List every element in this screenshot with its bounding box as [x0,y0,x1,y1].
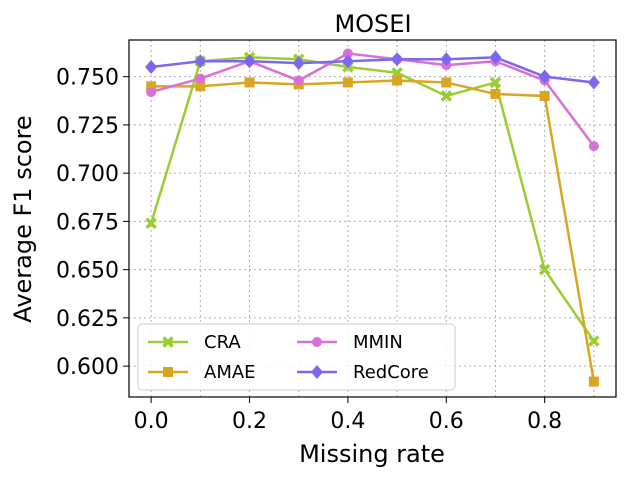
legend-label: AMAE [204,362,256,383]
data-point-mmin [293,75,304,86]
data-point-redcore [587,75,600,90]
x-tick-label: 0.6 [429,409,464,434]
series-redcore [145,50,600,90]
data-point-amae [146,81,157,92]
data-point-redcore [292,56,305,71]
data-point-amae [441,77,452,88]
y-tick-label: 0.675 [56,210,119,235]
data-point-amae [392,75,403,86]
data-point-cra [440,90,453,102]
data-point-redcore [243,54,256,69]
y-tick-label: 0.750 [56,66,119,91]
legend-box [137,323,456,391]
legend-label: CRA [204,332,241,353]
data-point-redcore [341,54,354,69]
y-tick-label: 0.600 [56,355,119,380]
data-point-mmin [342,48,353,59]
series-cra [145,51,600,347]
legend-marker [162,336,174,348]
data-point-mmin [146,87,157,98]
x-tick-label: 0.2 [232,409,267,434]
x-axis-label: Missing rate [299,440,445,468]
data-point-amae [195,81,206,92]
x-tick-label: 0.0 [134,409,169,434]
data-point-amae [490,89,501,100]
data-point-redcore [440,52,453,67]
x-tick-label: 0.8 [527,409,562,434]
data-point-redcore [391,52,404,67]
series-amae [146,75,599,387]
legend-entry-redcore: RedCore [297,362,429,383]
series-mmin [146,48,599,152]
legend: CRA AMAE MMIN RedCore [137,323,456,391]
x-tick-label: 0.4 [330,409,365,434]
series-line-mmin [150,52,595,147]
legend-label: MMIN [353,332,403,353]
legend-marker [163,367,173,377]
data-point-redcore [194,54,207,69]
data-point-mmin [195,73,206,84]
legend-entry-mmin: MMIN [297,332,403,353]
series-line-cra [149,56,595,342]
data-point-amae [244,77,255,88]
data-point-amae [539,90,550,101]
data-point-amae [588,376,599,387]
series-line-redcore [150,56,595,84]
data-point-redcore [145,60,158,75]
data-point-cra [145,217,157,230]
chart-title: MOSEI [334,10,411,38]
y-tick-label: 0.725 [56,114,119,139]
y-tick-label: 0.625 [56,307,119,332]
plot-series [145,48,600,387]
y-axis-label: Average F1 score [9,115,37,322]
plot-frame [128,39,617,398]
data-point-amae [342,77,353,88]
y-tick-label: 0.700 [56,162,119,187]
legend-marker [312,337,322,347]
data-point-cra [489,76,502,89]
legend-entry-amae: AMAE [148,362,256,383]
legend-label: RedCore [353,362,429,383]
legend-marker [311,365,323,379]
legend-entry-cra: CRA [148,332,241,353]
data-point-redcore [538,69,551,84]
data-point-cra [538,263,551,276]
data-point-redcore [489,50,502,65]
y-axis-ticks: 0.600 0.625 0.650 0.675 0.700 0.725 0.750 [56,66,129,380]
series-line-amae [151,79,596,382]
data-point-mmin [588,141,599,152]
x-axis-ticks: 0.0 0.2 0.4 0.6 0.8 [134,397,562,434]
y-tick-label: 0.650 [56,259,119,284]
data-point-cra [588,335,600,347]
